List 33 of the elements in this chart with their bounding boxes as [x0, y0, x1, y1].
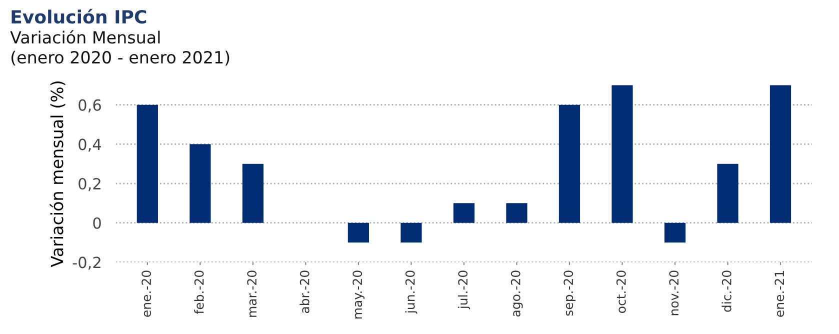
- y-tick-label: 0,2: [78, 178, 100, 192]
- x-tick-label: ene.-21: [774, 270, 784, 317]
- y-tick-label: 0,4: [78, 138, 102, 152]
- bar: [770, 85, 792, 223]
- x-tick-label: oct.-20: [616, 270, 626, 313]
- x-tick-label: feb.-20: [194, 270, 204, 314]
- x-tick-label: mar.-20: [247, 270, 257, 317]
- x-tick-label: jun.-20: [405, 270, 418, 314]
- x-tick-label: sep.-20: [564, 270, 576, 316]
- x-tick-label: may.-20: [352, 270, 365, 319]
- bar: [664, 222, 686, 243]
- bar: [717, 164, 738, 223]
- x-tick-label: ago.-20: [510, 270, 523, 316]
- y-tick-label: -0,2: [72, 256, 100, 270]
- x-tick-label: ene.-20: [142, 270, 152, 317]
- bar: [348, 222, 370, 243]
- chart-title: Evolución IPC: [12, 8, 146, 24]
- bar: [506, 203, 528, 223]
- chart-subtitle: Variación Mensual (enero 2020 - enero 2021): [10, 30, 230, 66]
- y-tick-label: 0,6: [78, 99, 101, 112]
- x-tick-label: jul.-20: [458, 270, 470, 310]
- x-tick-label: nov.-20: [669, 270, 679, 316]
- bar: [453, 203, 475, 223]
- y-tick-label: 0: [93, 217, 101, 229]
- x-tick-label: abr.-20: [300, 270, 310, 314]
- bar: [400, 222, 422, 243]
- bar: [558, 104, 580, 223]
- y-axis-title: Variación mensual (%): [50, 82, 66, 268]
- bar: [242, 164, 264, 223]
- bar: [136, 104, 158, 223]
- bar: [190, 144, 211, 223]
- x-tick-label: dic.-20: [722, 270, 732, 312]
- bar: [612, 85, 633, 223]
